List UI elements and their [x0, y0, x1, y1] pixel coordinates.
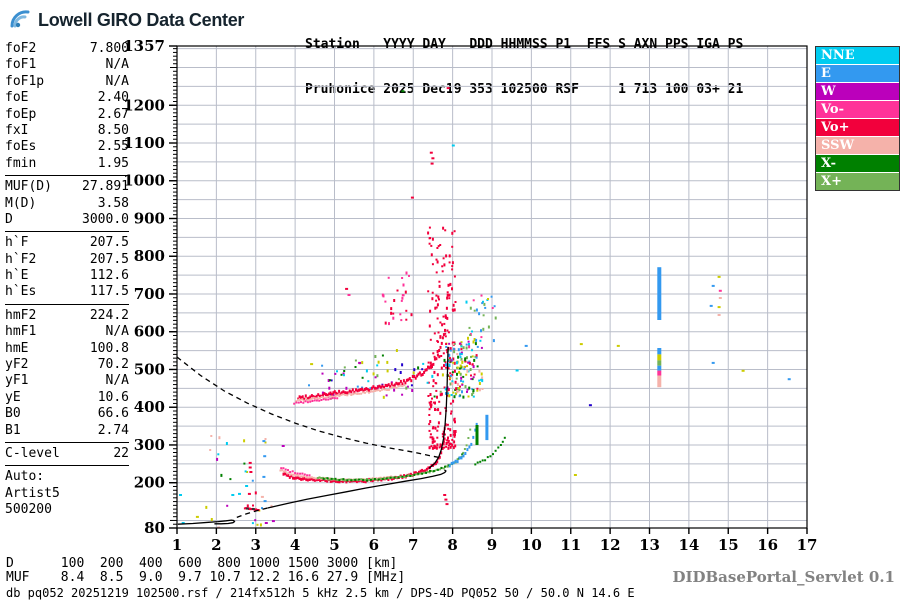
param-row-mufd: MUF(D) 27.891	[5, 179, 129, 195]
param-row-hes: h`Es 117.5	[5, 284, 129, 300]
legend-item-x-minusplus: X+	[816, 173, 899, 190]
y-tick-label: 400	[134, 398, 165, 416]
legend-item-nne: NNE	[816, 47, 899, 64]
x-tick-label: 12	[600, 536, 621, 554]
x-tick-label: 4	[290, 536, 300, 554]
param-separator	[5, 175, 129, 177]
param-row-fmin: fmin 1.95	[5, 155, 129, 171]
param-separator	[5, 465, 129, 467]
curve-transmission-curve	[176, 356, 441, 459]
autoscaling-info: 500200	[5, 502, 52, 518]
autoscaling-info: Auto:	[5, 469, 45, 485]
curve-profile-valley	[236, 507, 268, 519]
echo-columns	[475, 267, 662, 445]
y-tick-label: 80	[144, 519, 165, 537]
y-tick-label: 900	[134, 209, 165, 227]
station-header-values: Pruhonice 2025 Dec19 353 102500 RSF 1 71…	[305, 82, 744, 97]
param-row-foep: foEp 2.67	[5, 106, 129, 122]
param-separator	[5, 303, 129, 305]
param-row-hf: h`F 207.5	[5, 235, 129, 251]
curve-otrace-fit-asymptote	[428, 346, 449, 469]
legend-item-x-minus: X-	[816, 155, 899, 172]
param-row-md: M(D) 3.58	[5, 195, 129, 211]
x-tick-label: 13	[639, 536, 660, 554]
giro-logo: Lowell GIRO Data Center	[8, 6, 244, 34]
param-row-hme: hmE 100.8	[5, 340, 129, 356]
y-tick-label: 1200	[123, 96, 165, 114]
x-tick-label: 11	[560, 536, 581, 554]
x-tick-label: 3	[251, 536, 261, 554]
autoscaling-info: Artist5	[5, 485, 60, 501]
param-row-hf2: h`F2 207.5	[5, 251, 129, 267]
servlet-version-label: DIDBasePortal_Servlet 0.1	[672, 568, 895, 586]
distance-row: D 100 200 400 600 800 1000 1500 3000 [km…	[6, 556, 398, 571]
param-row-he: h`E 112.6	[5, 268, 129, 284]
legend-item-vo-minus: Vo-	[816, 101, 899, 118]
x-tick-label: 2	[211, 536, 221, 554]
y-tick-label: 200	[134, 474, 165, 492]
param-row-fxi: fxI 8.50	[5, 122, 129, 138]
source-info: db pq052 20251219 102500.rsf / 214fx512h…	[6, 586, 635, 600]
direction-legend: NNE E W Vo- Vo+ SSW X- X+	[815, 46, 900, 191]
echo-specks	[179, 87, 791, 529]
x-tick-label: 10	[521, 536, 542, 554]
param-row-clevel: C-level 22	[5, 445, 129, 461]
x-tick-label: 14	[678, 536, 699, 554]
logo-text: Lowell GIRO Data Center	[38, 9, 245, 30]
param-row-foe: foE 2.40	[5, 90, 129, 106]
param-row-fof1p: foF1p N/A	[5, 73, 129, 89]
muf-row: MUF 8.4 8.5 9.0 9.7 10.7 12.2 16.6 27.9 …	[6, 570, 406, 585]
y-tick-label: 500	[134, 360, 165, 378]
x-tick-label: 9	[487, 536, 497, 554]
legend-item-e: E	[816, 65, 899, 82]
x-tick-label: 15	[718, 536, 739, 554]
echo-bands	[205, 226, 497, 527]
param-separator	[5, 441, 129, 443]
x-tick-label: 5	[329, 536, 339, 554]
x-tick-label: 8	[447, 536, 457, 554]
parameter-panel: foF2 7.800 foF1 N/A foF1p N/A foE 2.40 foEp 2.67 f…	[5, 41, 129, 519]
param-row-foes: foEs 2.55	[5, 139, 129, 155]
param-row-fof2: foF2 7.800	[5, 41, 129, 56]
y-tick-label: 700	[134, 285, 165, 303]
x-tick-label: 16	[757, 536, 778, 554]
param-row-hmf1: hmF1 N/A	[5, 324, 129, 340]
curve-profile-F-section	[267, 469, 447, 509]
y-tick-label: 600	[134, 323, 165, 341]
grid	[177, 46, 807, 528]
param-row-hmf2: hmF2 224.2	[5, 307, 129, 323]
param-row-ye: yE 10.6	[5, 389, 129, 405]
legend-item-ssw: SSW	[816, 137, 899, 154]
legend-item-vo-minusplus: Vo+	[816, 119, 899, 136]
param-row-yf1: yF1 N/A	[5, 373, 129, 389]
param-row-b1: B1 2.74	[5, 422, 129, 438]
legend-item-w: W	[816, 83, 899, 100]
radio-wave-icon	[8, 6, 34, 34]
x-tick-label: 6	[369, 536, 379, 554]
param-row-yf2: yF2 70.2	[5, 357, 129, 373]
param-row-b0: B0 66.6	[5, 406, 129, 422]
x-tick-label: 1	[172, 536, 182, 554]
overlay-curves	[176, 346, 449, 525]
x-tick-label: 7	[408, 536, 418, 554]
param-row-fof1: foF1 N/A	[5, 57, 129, 73]
axes: 8020030040050060070080090010001100120013…	[123, 37, 817, 554]
param-separator	[5, 231, 129, 233]
y-tick-label: 1100	[123, 134, 165, 152]
x-tick-label: 17	[797, 536, 818, 554]
echo-traces	[243, 254, 506, 512]
y-tick-label: 300	[134, 436, 165, 454]
y-tick-label: 1000	[123, 172, 165, 190]
y-tick-label: 800	[134, 247, 165, 265]
y-tick-label: 1357	[123, 37, 165, 55]
curve-profile-E-section	[177, 519, 236, 525]
param-row-d: D 3000.0	[5, 211, 129, 227]
